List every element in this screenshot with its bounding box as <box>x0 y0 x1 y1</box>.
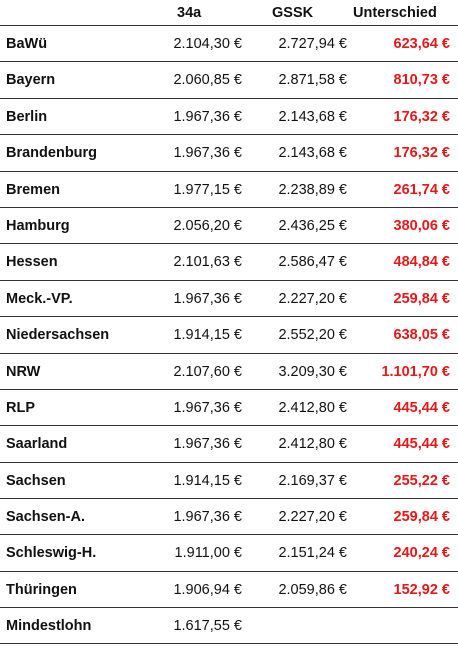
table-row: Mindestlohn 1.617,55 € <box>0 607 458 644</box>
table-row: Sachsen-A. 1.967,36 € 2.227,20 € 259,84 € <box>0 498 458 534</box>
wage-gssk-cell: 2.143,68 € <box>278 108 347 125</box>
difference-cell: 176,32 € <box>393 145 450 162</box>
wage-34a-cell: 1.914,15 € <box>173 472 242 489</box>
table-row: Sachsen 1.914,15 € 2.169,37 € 255,22 € <box>0 461 458 498</box>
wage-gssk-cell: 2.412,80 € <box>278 399 347 416</box>
table-row: Hessen 2.101,63 € 2.586,47 € 484,84 € <box>0 243 458 279</box>
state-name-cell: Schleswig-H. <box>6 545 97 562</box>
table-row: Saarland 1.967,36 € 2.412,80 € 445,44 € <box>0 425 458 461</box>
header-34a: 34a <box>177 5 202 21</box>
wage-gssk-cell: 2.169,37 € <box>278 472 347 489</box>
difference-cell: 810,73 € <box>393 72 450 89</box>
difference-cell: 638,05 € <box>393 327 450 344</box>
wage-34a-cell: 1.617,55 € <box>173 618 242 635</box>
table-row: Bremen 1.977,15 € 2.238,89 € 261,74 € <box>0 170 458 207</box>
wage-34a-cell: 1.967,36 € <box>173 108 242 125</box>
state-name-cell: BaWü <box>6 36 48 52</box>
state-name-cell: Berlin <box>6 108 48 125</box>
table-row: Bayern 2.060,85 € 2.871,58 € 810,73 € <box>0 61 458 97</box>
wage-gssk-cell: 2.552,20 € <box>278 327 347 344</box>
wage-gssk-cell: 2.586,47 € <box>278 254 347 271</box>
difference-cell: 259,84 € <box>393 290 450 307</box>
table-header: 34a GSSK Unterschied <box>0 0 458 26</box>
wage-gssk-cell: 3.209,30 € <box>278 363 347 380</box>
wage-gssk-cell: 2.227,20 € <box>278 290 347 307</box>
table-row: NRW 2.107,60 € 3.209,30 € 1.101,70 € <box>0 352 458 389</box>
wage-gssk-cell: 2.059,86 € <box>278 581 347 598</box>
difference-cell: 240,24 € <box>393 545 450 562</box>
wage-34a-cell: 2.107,60 € <box>173 363 242 380</box>
table-row: Hamburg 2.056,20 € 2.436,25 € 380,06 € <box>0 206 458 243</box>
state-name-cell: Saarland <box>6 436 68 453</box>
table-row: Brandenburg 1.967,36 € 2.143,68 € 176,32 € <box>0 134 458 170</box>
wage-34a-cell: 1.967,36 € <box>173 399 242 416</box>
wage-gssk-cell: 2.151,24 € <box>278 545 347 562</box>
table-row: Meck.-VP. 1.967,36 € 2.227,20 € 259,84 € <box>0 279 458 316</box>
table-row: RLP 1.967,36 € 2.412,80 € 445,44 € <box>0 388 458 425</box>
state-name-cell: Bayern <box>6 72 56 89</box>
wage-34a-cell: 1.967,36 € <box>173 290 242 307</box>
state-name-cell: Sachsen-A. <box>6 509 85 526</box>
state-name-cell: Hamburg <box>6 217 70 234</box>
wage-34a-cell: 2.056,20 € <box>173 217 242 234</box>
wage-gssk-cell: 2.871,58 € <box>278 72 347 89</box>
state-name-cell: Bremen <box>6 181 60 198</box>
difference-cell: 176,32 € <box>393 108 450 125</box>
table-row: BaWü 2.104,30 € 2.727,94 € 623,64 € <box>0 25 458 61</box>
wage-gssk-cell: 2.227,20 € <box>278 509 347 526</box>
wage-34a-cell: 1.914,15 € <box>173 327 242 344</box>
difference-cell: 259,84 € <box>393 509 450 526</box>
wage-gssk-cell: 2.143,68 € <box>278 145 347 162</box>
state-name-cell: Mindestlohn <box>6 618 92 635</box>
state-name-cell: NRW <box>6 363 41 380</box>
wage-gssk-cell: 2.727,94 € <box>278 36 347 52</box>
difference-cell: 380,06 € <box>393 217 450 234</box>
wage-34a-cell: 2.104,30 € <box>173 36 242 52</box>
state-name-cell: RLP <box>6 399 35 416</box>
table-row: Schleswig-H. 1.911,00 € 2.151,24 € 240,24 € <box>0 534 458 570</box>
wage-34a-cell: 1.967,36 € <box>173 509 242 526</box>
difference-cell: 152,92 € <box>393 581 450 598</box>
wage-gssk-cell: 2.436,25 € <box>278 217 347 234</box>
difference-cell: 261,74 € <box>393 181 450 198</box>
difference-cell: 1.101,70 € <box>381 363 450 380</box>
header-unterschied: Unterschied <box>353 5 437 21</box>
wage-34a-cell: 2.101,63 € <box>173 254 242 271</box>
table-body: BaWü 2.104,30 € 2.727,94 € 623,64 € Bayern 2.… <box>0 25 458 644</box>
difference-cell: 445,44 € <box>393 399 450 416</box>
wage-34a-cell: 1.977,15 € <box>173 181 242 198</box>
state-name-cell: Sachsen <box>6 472 66 489</box>
table-row: Thüringen 1.906,94 € 2.059,86 € 152,92 € <box>0 570 458 607</box>
state-name-cell: Brandenburg <box>6 145 98 162</box>
wage-34a-cell: 2.060,85 € <box>173 72 242 89</box>
wage-34a-cell: 1.967,36 € <box>173 145 242 162</box>
table-row: Berlin 1.967,36 € 2.143,68 € 176,32 € <box>0 97 458 134</box>
difference-cell: 255,22 € <box>393 472 450 489</box>
wage-34a-cell: 1.911,00 € <box>174 545 242 562</box>
wage-34a-cell: 1.967,36 € <box>173 436 242 453</box>
header-gssk: GSSK <box>272 5 314 21</box>
wage-gssk-cell: 2.412,80 € <box>278 436 347 453</box>
difference-cell: 445,44 € <box>393 436 450 453</box>
table-row: Niedersachsen 1.914,15 € 2.552,20 € 638,05 … <box>0 316 458 352</box>
difference-cell: 484,84 € <box>393 254 450 271</box>
wage-34a-cell: 1.906,94 € <box>173 581 242 598</box>
state-name-cell: Niedersachsen <box>6 327 110 344</box>
state-name-cell: Meck.-VP. <box>6 290 73 307</box>
wage-gssk-cell: 2.238,89 € <box>278 181 347 198</box>
difference-cell: 623,64 € <box>393 36 450 52</box>
state-name-cell: Thüringen <box>6 581 77 598</box>
state-name-cell: Hessen <box>6 254 58 271</box>
